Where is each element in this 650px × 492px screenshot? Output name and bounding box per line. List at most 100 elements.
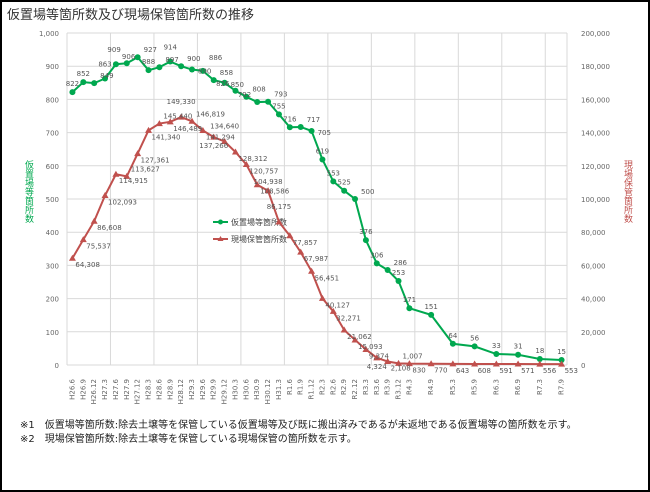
y-left-tick-label: 300 [46, 262, 59, 270]
data-label: 591 [499, 367, 512, 375]
data-label: 21,062 [347, 333, 372, 341]
data-point [492, 360, 500, 367]
data-point [221, 137, 229, 144]
data-point [514, 360, 522, 367]
data-point [384, 267, 391, 274]
data-label: 852 [77, 70, 90, 78]
data-point [134, 54, 141, 61]
x-tick-label: R4.9 [427, 379, 435, 395]
data-label: 32,271 [336, 314, 361, 322]
y-left-tick-label: 900 [46, 63, 59, 71]
data-point [253, 181, 261, 188]
data-label: 830 [412, 367, 425, 375]
data-point [231, 148, 239, 155]
data-point [242, 161, 250, 168]
data-label: 67,987 [304, 255, 329, 263]
data-label: 86,175 [267, 203, 292, 211]
data-label: 525 [337, 179, 350, 187]
data-point [449, 360, 457, 367]
data-label: 553 [565, 367, 578, 375]
legend-label: 仮置場等箇所数 [231, 217, 287, 227]
data-label: 850 [231, 81, 244, 89]
x-tick-label: R6.3 [492, 379, 500, 395]
data-point [351, 336, 359, 343]
x-tick-label: H27.6 [112, 378, 120, 399]
data-point [558, 357, 565, 364]
data-label: 2,108 [391, 365, 411, 373]
data-label: 64 [448, 332, 457, 340]
data-point [558, 360, 566, 367]
footnotes: ※1 仮置場等箇所数:除去土壌等を保管している仮置場等及び既に搬出済みであるが未… [20, 419, 577, 447]
data-point [178, 63, 185, 70]
data-point [471, 360, 479, 367]
x-tick-label: H29.3 [188, 379, 196, 400]
data-point [536, 360, 544, 367]
data-point [155, 120, 163, 127]
data-label: 886 [209, 54, 223, 62]
data-label: 863 [98, 60, 111, 68]
x-tick-label: R2.9 [340, 379, 348, 395]
data-point [330, 178, 337, 185]
x-tick-label: H28.6 [155, 378, 163, 399]
x-tick-label: R1.6 [286, 378, 294, 395]
data-label: 15,093 [358, 343, 383, 351]
data-label: 770 [434, 367, 447, 375]
y-left-tick-label: 100 [46, 329, 59, 337]
data-label: 914 [164, 44, 178, 52]
data-point [329, 307, 337, 314]
data-label: 146,819 [196, 110, 225, 118]
data-point [112, 61, 119, 68]
data-label: 137,266 [199, 142, 228, 150]
data-point [395, 278, 402, 285]
y-right-tick-label: 140,000 [581, 130, 610, 138]
data-label: 608 [478, 367, 491, 375]
x-tick-label: H30.9 [253, 379, 261, 400]
data-point [177, 113, 185, 120]
data-point [145, 126, 153, 133]
x-tick-label: R3.3 [362, 379, 370, 395]
data-point [373, 354, 381, 361]
data-point [79, 236, 87, 243]
data-label: 31 [514, 343, 523, 351]
data-label: 906 [122, 53, 136, 61]
data-label: 717 [307, 116, 320, 124]
data-point [536, 356, 543, 363]
data-point [275, 111, 282, 118]
y-right-tick-label: 120,000 [581, 163, 610, 171]
data-label: 306 [370, 251, 384, 259]
data-point [232, 87, 239, 94]
data-label: 900 [187, 55, 200, 63]
y-left-tick-label: 500 [46, 196, 59, 204]
data-point [449, 340, 456, 347]
legend-label: 現場保管箇所数 [231, 234, 287, 244]
data-label: 120,757 [249, 168, 278, 176]
x-tick-label: H30.12 [264, 379, 272, 404]
data-point [308, 267, 316, 274]
data-label: 553 [327, 169, 340, 177]
data-point [166, 118, 174, 125]
x-tick-label: H30.3 [231, 379, 239, 400]
y-left-tick-label: 800 [46, 96, 59, 104]
data-label: 755 [272, 102, 285, 110]
data-point [123, 172, 131, 179]
data-label: 18 [535, 347, 544, 355]
y-right-tick-label: 180,000 [581, 63, 610, 71]
data-point [101, 192, 109, 199]
data-point [286, 124, 293, 131]
data-label: 127,361 [141, 157, 170, 165]
y-left-tick-label: 1,000 [39, 30, 59, 38]
x-tick-label: R4.3 [405, 379, 413, 395]
data-label: 849 [100, 72, 113, 80]
footnote-2: ※2 現場保管箇所数:除去土壌等を保管している現場保管の箇所数を示す。 [20, 434, 357, 445]
y-right-tick-label: 0 [581, 362, 585, 370]
y-left-tick-label: 0 [55, 362, 59, 370]
data-point [493, 351, 500, 358]
data-label: 897 [165, 56, 178, 64]
x-tick-label: H29.6 [199, 378, 207, 399]
data-point [210, 133, 218, 140]
data-label: 792 [238, 91, 251, 99]
data-point [297, 248, 305, 255]
data-label: 56 [470, 334, 479, 342]
data-point [352, 196, 359, 202]
x-tick-label: H28.3 [145, 379, 153, 400]
